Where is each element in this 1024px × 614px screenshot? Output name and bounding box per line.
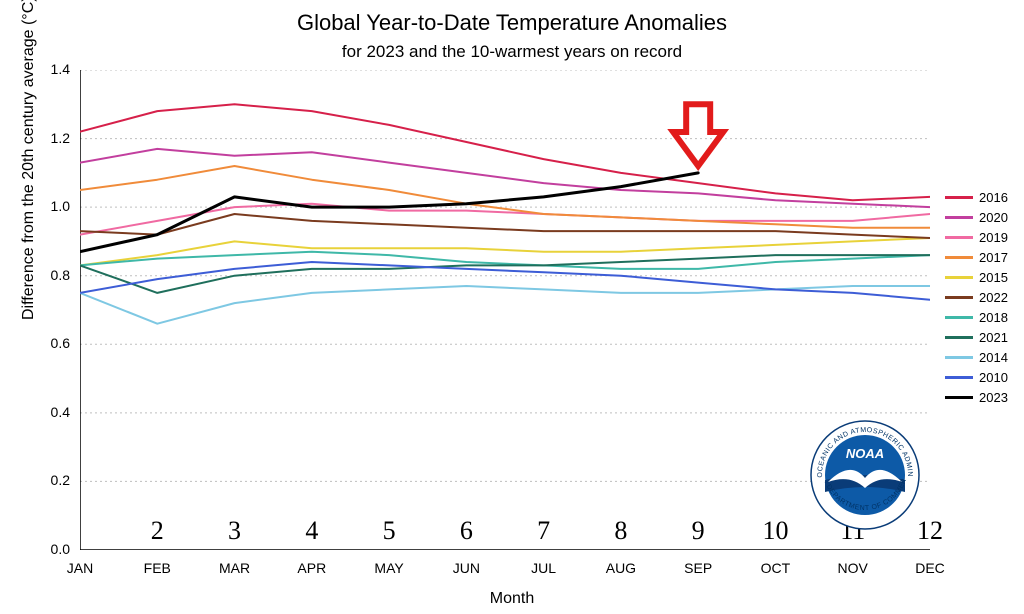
legend-label: 2019 — [979, 230, 1008, 245]
legend-swatch — [945, 236, 973, 239]
legend-swatch — [945, 356, 973, 359]
line-chart — [80, 70, 930, 550]
legend-label: 2010 — [979, 370, 1008, 385]
svg-text:NOAA: NOAA — [846, 446, 884, 461]
month-number: 8 — [601, 516, 641, 546]
x-tick-label: MAR — [210, 560, 260, 576]
legend-label: 2021 — [979, 330, 1008, 345]
x-tick-label: JUL — [519, 560, 569, 576]
legend-swatch — [945, 316, 973, 319]
legend-swatch — [945, 336, 973, 339]
legend-item: 2020 — [945, 210, 1008, 225]
x-tick-label: JUN — [441, 560, 491, 576]
x-tick-label: DEC — [905, 560, 955, 576]
y-tick-label: 0.4 — [40, 404, 70, 420]
month-number: 9 — [678, 516, 718, 546]
legend-swatch — [945, 296, 973, 299]
legend-item: 2010 — [945, 370, 1008, 385]
legend-label: 2017 — [979, 250, 1008, 265]
month-number: 5 — [369, 516, 409, 546]
month-number: 7 — [524, 516, 564, 546]
y-axis-label: Difference from the 20th century average… — [20, 0, 38, 320]
legend-label: 2016 — [979, 190, 1008, 205]
legend-item: 2021 — [945, 330, 1008, 345]
y-tick-label: 1.0 — [40, 198, 70, 214]
legend-item: 2017 — [945, 250, 1008, 265]
legend-item: 2023 — [945, 390, 1008, 405]
y-tick-label: 0.0 — [40, 541, 70, 557]
x-tick-label: APR — [287, 560, 337, 576]
legend-item: 2022 — [945, 290, 1008, 305]
legend-label: 2020 — [979, 210, 1008, 225]
legend-item: 2018 — [945, 310, 1008, 325]
legend-item: 2019 — [945, 230, 1008, 245]
legend-item: 2014 — [945, 350, 1008, 365]
month-number: 10 — [755, 516, 795, 546]
legend-swatch — [945, 376, 973, 379]
month-number: 6 — [446, 516, 486, 546]
chart-subtitle: for 2023 and the 10-warmest years on rec… — [0, 42, 1024, 62]
x-tick-label: OCT — [750, 560, 800, 576]
legend-swatch — [945, 196, 973, 199]
y-tick-label: 1.2 — [40, 130, 70, 146]
x-tick-label: NOV — [828, 560, 878, 576]
legend-swatch — [945, 216, 973, 219]
x-tick-label: FEB — [132, 560, 182, 576]
x-axis-label: Month — [0, 590, 1024, 608]
legend-label: 2022 — [979, 290, 1008, 305]
legend-swatch — [945, 396, 973, 399]
legend-label: 2015 — [979, 270, 1008, 285]
y-tick-label: 1.4 — [40, 61, 70, 77]
legend-label: 2014 — [979, 350, 1008, 365]
legend-item: 2016 — [945, 190, 1008, 205]
legend-item: 2015 — [945, 270, 1008, 285]
x-tick-label: AUG — [596, 560, 646, 576]
y-tick-label: 0.2 — [40, 472, 70, 488]
legend-swatch — [945, 256, 973, 259]
legend-swatch — [945, 276, 973, 279]
x-tick-label: JAN — [55, 560, 105, 576]
x-tick-label: SEP — [673, 560, 723, 576]
chart-container: { "title": "Global Year-to-Date Temperat… — [0, 0, 1024, 614]
y-tick-label: 0.8 — [40, 267, 70, 283]
chart-title: Global Year-to-Date Temperature Anomalie… — [0, 10, 1024, 36]
month-number: 3 — [215, 516, 255, 546]
x-tick-label: MAY — [364, 560, 414, 576]
legend-label: 2023 — [979, 390, 1008, 405]
month-number: 4 — [292, 516, 332, 546]
y-tick-label: 0.6 — [40, 335, 70, 351]
legend-label: 2018 — [979, 310, 1008, 325]
month-number: 2 — [137, 516, 177, 546]
noaa-logo: NOAANATIONAL OCEANIC AND ATMOSPHERIC ADM… — [810, 420, 920, 530]
